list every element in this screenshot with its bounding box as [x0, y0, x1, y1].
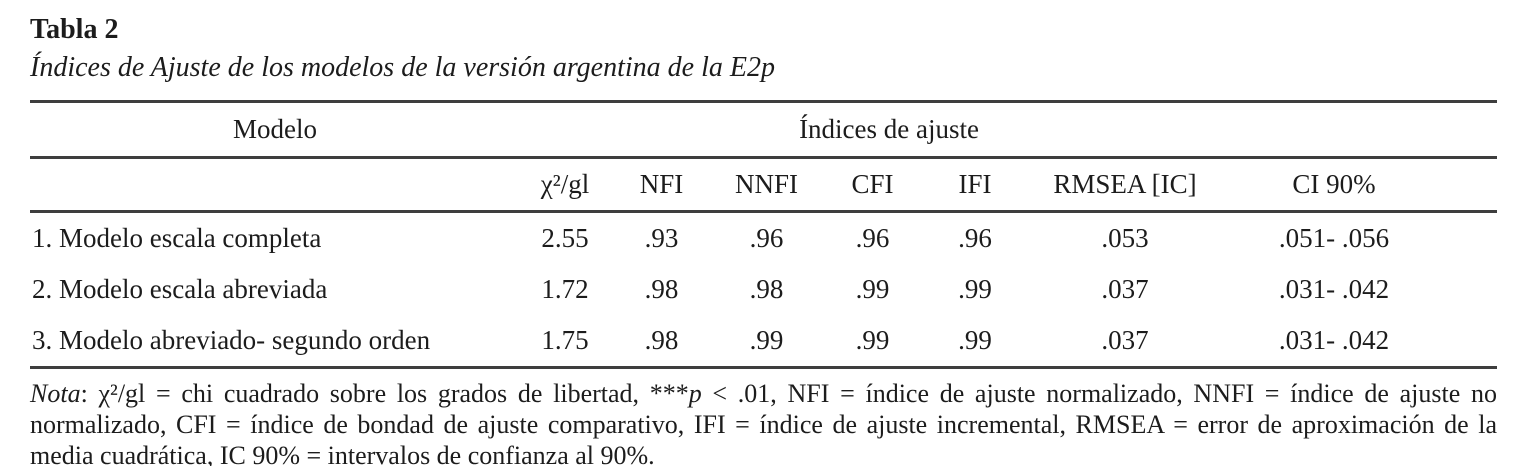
cell-chi2-gl: 1.75 — [541, 325, 589, 355]
indices-group-header: Índices de ajuste — [520, 101, 1498, 159]
cell-ifi: .96 — [958, 223, 992, 253]
note-text-segment: < .01, NFI = índice de ajuste normalizad… — [30, 379, 1497, 466]
cell-ifi: .99 — [958, 325, 992, 355]
column-header-ci90: CI 90% — [1225, 157, 1498, 213]
cell-nnfi: .98 — [749, 274, 784, 304]
empty-header-cell — [30, 157, 520, 213]
column-header-cfi: CFI — [820, 157, 925, 213]
row-label: 3. Modelo abreviado- segundo orden — [32, 325, 431, 355]
model-column-header: Modelo — [30, 101, 520, 159]
table-row-model-2: 2. Modelo escala abreviada 1.72 .98 .98 … — [30, 264, 1497, 315]
table-subtitle: Índices de Ajuste de los modelos de la v… — [30, 52, 775, 83]
cell-cfi: .96 — [855, 223, 890, 253]
cell-ci90: .031- .042 — [1278, 325, 1390, 355]
fit-indices-table: Modelo Índices de ajuste χ²/gl NFI NNFI … — [30, 100, 1498, 369]
column-header-nnfi: NNFI — [713, 157, 820, 213]
row-label: 2. Modelo escala abreviada — [32, 274, 328, 304]
cell-chi2-gl: 1.72 — [541, 274, 589, 304]
cell-ifi: .99 — [958, 274, 992, 304]
cell-nfi: .93 — [644, 223, 679, 253]
row-label: 1. Modelo escala completa — [32, 223, 322, 253]
group-header-row: Modelo Índices de ajuste — [30, 101, 1498, 159]
column-header-ifi: IFI — [925, 157, 1025, 213]
cell-nnfi: .96 — [749, 223, 784, 253]
cell-cfi: .99 — [855, 325, 890, 355]
table-row-model-1: 1. Modelo escala completa 2.55 .93 .96 .… — [30, 212, 1497, 265]
column-header-rmsea: RMSEA [IC] — [1025, 157, 1225, 213]
cell-nfi: .98 — [644, 274, 679, 304]
cell-nnfi: .99 — [749, 325, 784, 355]
table-title: Tabla 2 — [30, 14, 119, 45]
cell-chi2-gl: 2.55 — [541, 223, 589, 253]
note-label: Nota — [30, 379, 81, 408]
cell-rmsea: .037 — [1101, 325, 1149, 355]
column-header-chi2-gl: χ²/gl — [520, 157, 610, 213]
note-p-symbol: p — [688, 379, 702, 408]
cell-ci90: .051- .056 — [1278, 223, 1390, 253]
cell-rmsea: .053 — [1101, 223, 1149, 253]
cell-rmsea: .037 — [1101, 274, 1149, 304]
column-header-row: χ²/gl NFI NNFI CFI IFI RMSEA [IC] CI 90% — [30, 157, 1498, 213]
table-row-model-3: 3. Modelo abreviado- segundo orden 1.75 … — [30, 315, 1497, 368]
cell-nfi: .98 — [644, 325, 679, 355]
note-text-segment: : χ²/gl = chi cuadrado sobre los grados … — [80, 379, 689, 408]
cell-cfi: .99 — [855, 274, 890, 304]
table-note: Nota: χ²/gl = chi cuadrado sobre los gra… — [30, 378, 1497, 466]
column-header-nfi: NFI — [610, 157, 713, 213]
cell-ci90: .031- .042 — [1278, 274, 1390, 304]
